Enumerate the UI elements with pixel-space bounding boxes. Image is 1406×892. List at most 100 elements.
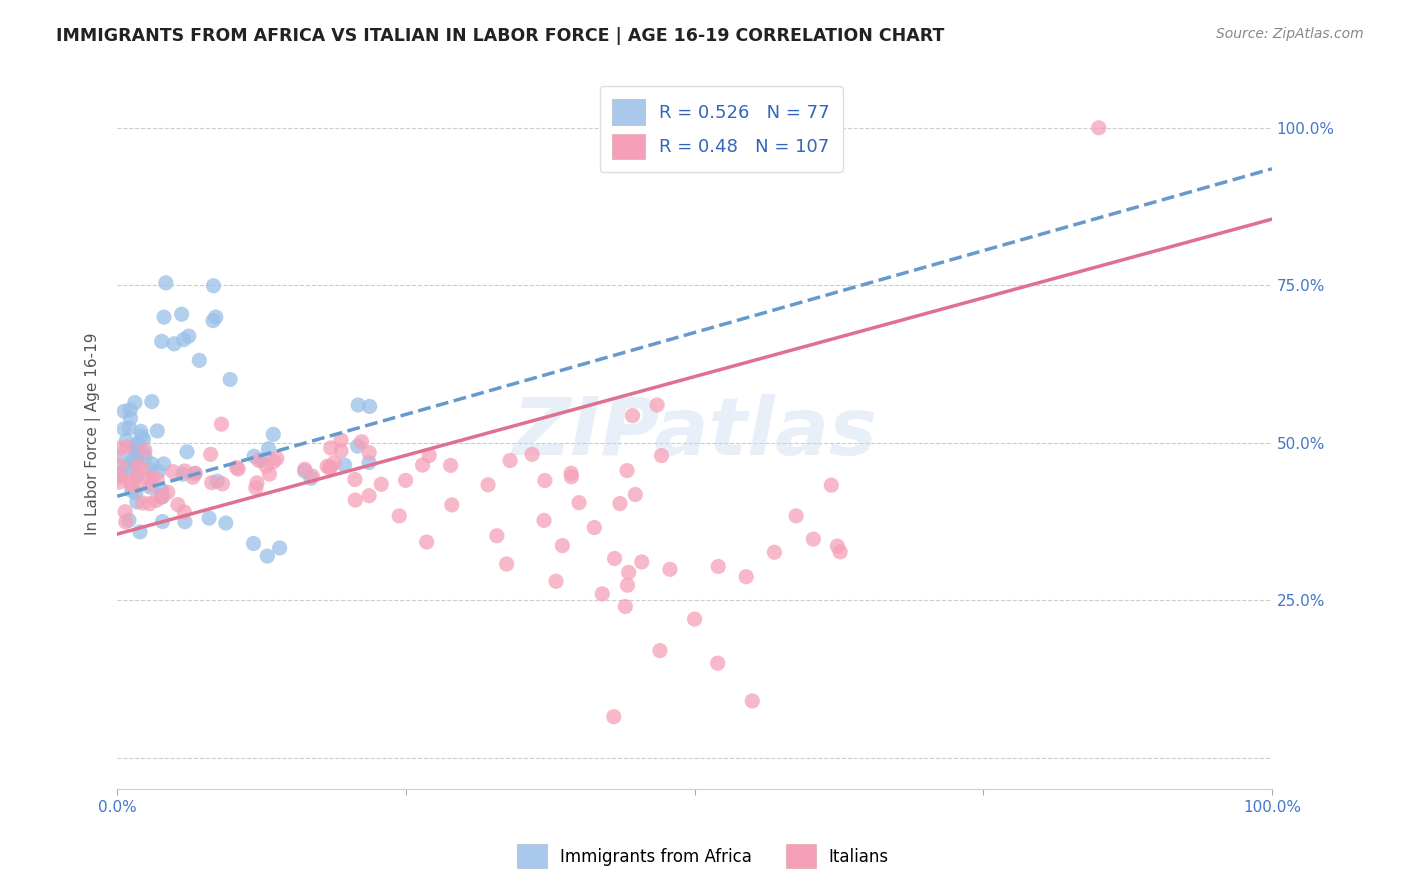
Point	[495, 557, 517, 571]
Point	[114, 505, 136, 519]
Point	[125, 452, 148, 467]
Point	[173, 333, 195, 347]
Point	[141, 471, 163, 485]
Point	[706, 656, 728, 670]
Point	[188, 353, 211, 368]
Point	[125, 495, 148, 509]
Point	[560, 467, 582, 481]
Point	[395, 474, 418, 488]
Point	[259, 467, 281, 481]
Point	[343, 472, 366, 486]
Point	[152, 515, 174, 529]
Point	[266, 451, 288, 466]
Point	[121, 451, 143, 466]
Point	[114, 515, 136, 529]
Point	[148, 465, 170, 479]
Point	[184, 467, 207, 481]
Point	[603, 709, 626, 723]
Point	[108, 470, 131, 484]
Point	[630, 555, 652, 569]
Point	[202, 278, 225, 293]
Point	[330, 443, 353, 458]
Point	[520, 447, 543, 461]
Point	[110, 441, 132, 455]
Point	[347, 398, 370, 412]
Point	[645, 398, 668, 412]
Point	[141, 457, 163, 471]
Point	[359, 445, 381, 459]
Point	[242, 536, 264, 550]
Point	[330, 433, 353, 447]
Point	[153, 310, 176, 325]
Point	[204, 310, 226, 324]
Point	[155, 276, 177, 290]
Point	[350, 434, 373, 449]
Point	[120, 476, 142, 491]
Point	[560, 469, 582, 483]
Point	[533, 513, 555, 527]
Text: Source: ZipAtlas.com: Source: ZipAtlas.com	[1216, 27, 1364, 41]
Point	[388, 508, 411, 523]
Point	[138, 472, 160, 486]
Point	[181, 470, 204, 484]
Point	[346, 439, 368, 453]
Point	[125, 485, 148, 500]
Point	[301, 469, 323, 483]
Point	[323, 456, 346, 470]
Point	[120, 411, 142, 425]
Point	[617, 566, 640, 580]
Point	[177, 329, 200, 343]
Point	[201, 475, 224, 490]
Point	[173, 464, 195, 478]
Point	[134, 443, 156, 458]
Point	[124, 395, 146, 409]
Point	[131, 429, 153, 443]
Point	[659, 562, 682, 576]
Point	[609, 497, 631, 511]
Point	[127, 458, 149, 473]
Point	[125, 444, 148, 458]
Point	[121, 483, 143, 498]
Point	[247, 453, 270, 467]
Point	[551, 539, 574, 553]
Point	[707, 559, 730, 574]
Point	[294, 462, 316, 476]
Point	[269, 541, 291, 555]
Point	[250, 453, 273, 467]
Point	[115, 440, 138, 454]
Point	[108, 450, 131, 464]
Point	[344, 493, 367, 508]
Point	[120, 402, 142, 417]
Point	[246, 475, 269, 490]
Point	[125, 479, 148, 493]
Point	[583, 520, 606, 534]
Point	[418, 449, 440, 463]
Point	[129, 524, 152, 539]
Point	[176, 445, 198, 459]
Point	[167, 498, 190, 512]
Point	[198, 511, 221, 525]
Point	[294, 464, 316, 478]
Point	[830, 545, 852, 559]
Point	[138, 497, 160, 511]
Point	[319, 441, 342, 455]
Text: ZIPatlas: ZIPatlas	[512, 394, 877, 472]
Point	[616, 578, 638, 592]
Point	[624, 487, 647, 501]
Point	[614, 599, 637, 614]
Text: IMMIGRANTS FROM AFRICA VS ITALIAN IN LABOR FORCE | AGE 16-19 CORRELATION CHART: IMMIGRANTS FROM AFRICA VS ITALIAN IN LAB…	[56, 27, 945, 45]
Point	[534, 474, 557, 488]
Point	[211, 476, 233, 491]
Point	[616, 464, 638, 478]
Point	[115, 460, 138, 475]
Point	[357, 456, 380, 470]
Point	[735, 570, 758, 584]
Point	[131, 461, 153, 475]
Point	[131, 496, 153, 510]
Point	[621, 409, 644, 423]
Point	[162, 465, 184, 479]
Point	[319, 460, 342, 475]
Point	[150, 490, 173, 504]
Point	[603, 551, 626, 566]
Point	[256, 549, 278, 563]
